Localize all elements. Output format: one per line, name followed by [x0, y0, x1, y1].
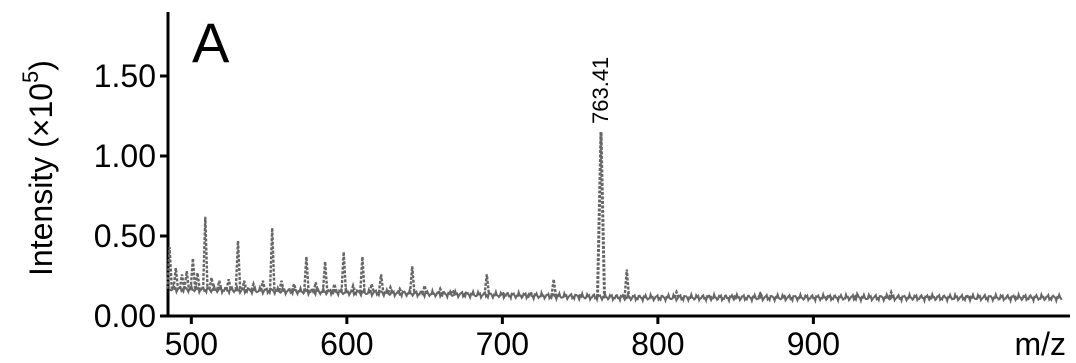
spectrum-peak	[178, 274, 186, 290]
spectrum-peak	[240, 280, 248, 291]
spectrum-peak	[189, 258, 197, 290]
x-axis-title: m/z	[1014, 326, 1066, 362]
x-tick-label: 900	[787, 326, 840, 362]
y-tick-label: 0.00	[94, 298, 156, 334]
tick-marks	[160, 74, 815, 324]
y-axis-title-close: )	[23, 60, 59, 71]
spectrum-peak	[550, 279, 558, 297]
spectrum-peak	[312, 282, 320, 292]
spectrum-peak	[215, 280, 223, 291]
spectrum-peak	[368, 283, 376, 293]
spectrum-peak	[499, 289, 506, 296]
axes	[166, 12, 1070, 318]
y-tick-label: 0.50	[94, 218, 156, 254]
spectrum-peak	[172, 267, 180, 290]
x-tick-label: 700	[476, 326, 529, 362]
spectrum-peak	[927, 295, 933, 299]
spectrum-peak	[965, 293, 972, 299]
y-tick-label: 1.00	[94, 138, 156, 174]
spectrum-peak	[732, 293, 739, 299]
spectrum-series	[166, 131, 1063, 305]
spectrum-peak	[331, 279, 338, 293]
tick-labels: 0.00 0.50 1.00 1.50 500 600 700 800 900	[94, 58, 840, 362]
spectrum-peak	[463, 290, 470, 296]
spectrum-peak	[1012, 295, 1019, 299]
y-axis-title-exponent: 5	[18, 71, 43, 83]
spectrum-peak	[183, 271, 191, 290]
spectrum-peak	[278, 280, 285, 292]
spectrum-peak	[387, 283, 394, 294]
spectrum-peak	[757, 291, 764, 299]
spectrum-peak	[208, 277, 215, 290]
spectrum-peak	[321, 261, 329, 292]
spectrum-peak	[825, 293, 832, 299]
spectrum-peak	[303, 256, 310, 292]
spectrum-peak	[349, 281, 357, 293]
spectrum-peak	[290, 279, 298, 292]
spectrum-peak	[250, 280, 257, 291]
spectrum-peak	[887, 288, 895, 299]
spectrum-peak	[259, 280, 267, 291]
peak-annotation-label: 763.41	[588, 57, 613, 124]
annotations: 763.41	[588, 57, 613, 124]
spectrum-peak	[527, 289, 534, 297]
spectrum-peak	[268, 227, 276, 291]
spectrum-peak	[449, 288, 456, 295]
y-axis-title-text: Intensity (×10	[23, 83, 59, 276]
spectrum-peak	[359, 256, 366, 293]
x-tick-label: 600	[320, 326, 373, 362]
spectrum-peak	[782, 295, 789, 299]
y-tick-label: 1.50	[94, 58, 156, 94]
panel-label: A	[192, 11, 230, 74]
spectrum-peak	[853, 291, 861, 299]
spectrum-peak	[623, 269, 631, 298]
spectrum-peak	[340, 251, 348, 293]
spectrum-peak	[577, 293, 583, 298]
spectrum-peak	[436, 285, 444, 295]
spectrum-baseline	[168, 282, 1063, 305]
y-axis-title: Intensity (×105)	[18, 60, 59, 276]
spectrum-peak	[377, 274, 385, 293]
spectrum-peak	[596, 131, 606, 298]
spectrum-peak	[421, 281, 428, 294]
spectrum-peak	[673, 288, 680, 299]
x-tick-label: 800	[631, 326, 684, 362]
spectrum-peak	[194, 272, 201, 290]
spectrum-peak	[201, 216, 209, 290]
spectrum-peak	[225, 278, 233, 291]
spectrum-peak	[483, 274, 491, 295]
spectrum-peak	[396, 286, 403, 294]
spectrum-peak	[234, 240, 242, 291]
x-tick-label: 500	[165, 326, 218, 362]
spectrum-peak	[408, 266, 416, 294]
spectrum-peak	[166, 247, 173, 289]
spectrum-peak	[706, 293, 713, 299]
